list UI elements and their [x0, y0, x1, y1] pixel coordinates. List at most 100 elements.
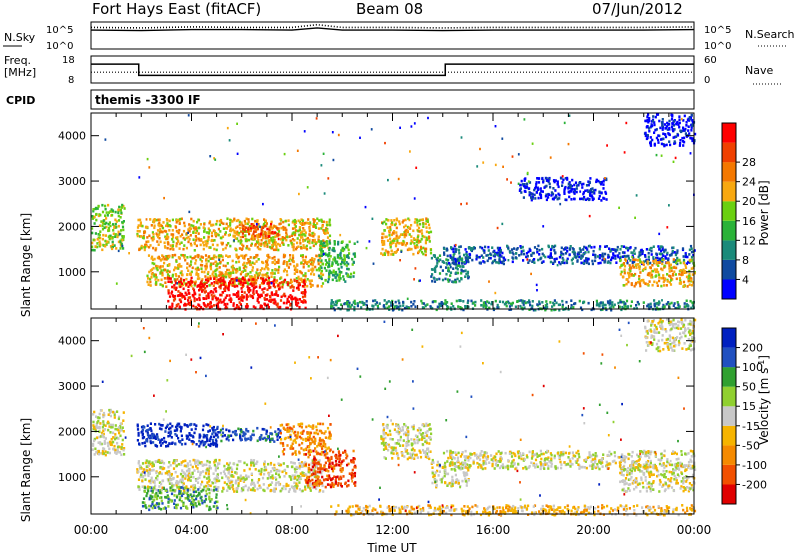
power-regions-cell [302, 265, 305, 269]
power-regions-speck [523, 118, 526, 121]
power-regions-cell [161, 284, 164, 288]
power-regions-cell [400, 241, 403, 245]
power-regions-cell [663, 266, 666, 269]
power-regions-cell [570, 198, 573, 201]
power-regions-cell [250, 224, 253, 228]
power-regions-cell [561, 181, 564, 184]
power-regions-cell [505, 300, 508, 304]
power-regions-cell [198, 296, 201, 300]
power-regions-cell [258, 235, 261, 238]
power-regions-cell [581, 308, 584, 312]
power-regions-cell [178, 280, 181, 284]
power-regions-cell [91, 231, 94, 235]
power-regions-speck [520, 253, 523, 256]
power-regions-cell [564, 185, 567, 189]
power-regions-cell [561, 184, 564, 187]
power-regions-cell [204, 290, 207, 293]
power-regions-cell [274, 268, 277, 271]
power-regions-cell [553, 196, 556, 199]
power-regions-cell [309, 221, 312, 224]
vel-regions-cell [200, 483, 203, 486]
power-regions-cell [234, 293, 237, 296]
power-regions-cell [152, 235, 155, 239]
power-regions-cell [340, 271, 343, 274]
power-regions-cell [109, 224, 112, 228]
power-regions-cell [553, 299, 556, 302]
vel-regions-cell [277, 473, 280, 477]
power-regions-cell [518, 189, 521, 192]
power-regions-cell [341, 240, 344, 243]
power-regions-cell [436, 262, 439, 265]
power-regions-cell [208, 278, 211, 282]
power-regions-cell [417, 226, 421, 230]
power-regions-cell [454, 280, 457, 284]
power-regions-cell [224, 285, 227, 288]
power-regions-cell [558, 261, 561, 264]
power-regions-cell [207, 270, 210, 274]
vel-regions-cell [281, 470, 284, 474]
vel-regions-cell [298, 477, 301, 481]
power-regions-cell [460, 272, 463, 275]
power-regions-cell [390, 253, 393, 256]
power-regions-cell [187, 269, 190, 272]
power-regions-cell [214, 296, 217, 300]
vel-regions-cell [95, 415, 98, 418]
power-regions-cell [579, 197, 582, 201]
power-regions-cell [286, 264, 289, 267]
power-regions-cell [646, 136, 649, 140]
power-regions-cell [107, 229, 110, 233]
power-regions-speck [414, 267, 417, 270]
power-regions-cell [294, 231, 297, 235]
power-regions-cell [171, 275, 174, 278]
power-regions-cell [416, 245, 419, 249]
power-regions-cell [343, 257, 346, 260]
power-regions-cell [638, 267, 641, 271]
power-regions-speck [673, 266, 676, 269]
vel-regions-cell [251, 481, 254, 485]
power-regions-cell [330, 264, 333, 267]
power-regions-cell [210, 282, 213, 285]
power-regions-speck [559, 202, 562, 206]
power-regions-cell [137, 224, 140, 227]
power-regions-cell [584, 251, 587, 254]
power-regions-cell [301, 254, 304, 257]
power-regions-cell [401, 221, 404, 224]
power-regions-cell [600, 182, 603, 186]
power-regions-cell [598, 194, 601, 198]
power-regions-cell [498, 255, 501, 259]
vel-regions-cell [171, 485, 174, 488]
power-regions-cell [589, 194, 592, 198]
power-regions-cell [685, 262, 688, 265]
power-regions-cell [274, 281, 278, 284]
power-regions-cell [121, 203, 124, 207]
power-regions-cell [229, 297, 232, 300]
power-regions-cell [365, 303, 368, 307]
power-regions-cell [673, 251, 676, 254]
vel-regions-cell [95, 423, 98, 426]
power-regions-cell [174, 226, 178, 229]
power-regions-cell [159, 259, 162, 262]
power-regions-cell [682, 255, 685, 258]
vel-regions-cell [99, 442, 102, 446]
power-regions-cell [151, 258, 155, 262]
power-regions-cell [536, 186, 539, 190]
power-regions-cell [340, 303, 343, 306]
power-regions-cell [556, 182, 559, 186]
power-regions-cell [587, 198, 591, 202]
power-regions-cell [178, 247, 181, 250]
power-regions-cell [624, 302, 627, 305]
power-regions-cell [283, 268, 286, 271]
power-regions-cell [655, 263, 658, 266]
power-regions-speck [359, 136, 361, 139]
power-regions-cell [166, 277, 169, 280]
power-regions-cell [547, 179, 550, 183]
vel-regions-cell [234, 481, 237, 485]
power-regions-cell [194, 231, 197, 235]
vel-regions-cell [107, 428, 110, 432]
power-regions-cell [323, 266, 326, 270]
power-regions-cell [293, 226, 297, 230]
power-regions-cell [573, 188, 576, 191]
power-regions-cell [254, 242, 257, 246]
power-regions-cell [534, 308, 537, 312]
power-regions-speck [511, 155, 514, 158]
